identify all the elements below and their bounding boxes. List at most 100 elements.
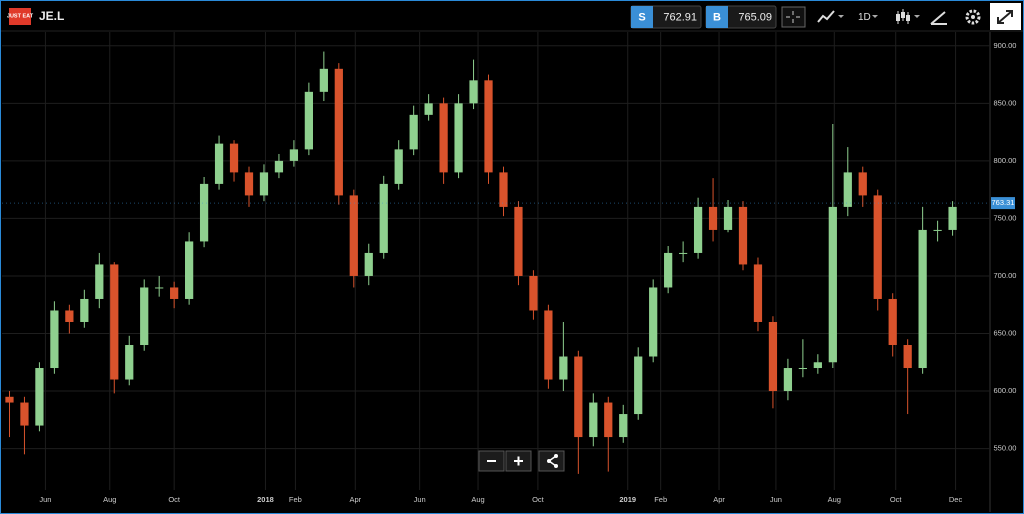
y-tick-label: 900.00: [994, 41, 1017, 50]
dropdown-arrow: [914, 15, 920, 18]
logo: [9, 8, 31, 25]
candle-body: [903, 345, 912, 369]
zoom-in-button[interactable]: [505, 450, 532, 472]
candle-body: [409, 114, 418, 150]
candle-style-button[interactable]: [896, 9, 920, 24]
candle-body: [484, 80, 493, 173]
crosshair-icon: [786, 11, 800, 23]
fullscreen-button[interactable]: [990, 3, 1021, 30]
candle-icon: [901, 12, 905, 18]
candle-body: [20, 402, 29, 426]
candle-body: [529, 275, 538, 311]
x-tick-label: Apr: [713, 495, 725, 504]
sell-label: S: [638, 11, 645, 23]
y-tick-label: 600.00: [994, 386, 1017, 395]
zoom-out-button[interactable]: [478, 450, 505, 472]
candle-body: [334, 68, 343, 196]
candle-body: [619, 414, 628, 438]
candle-body: [933, 229, 942, 231]
x-tick-label: Apr: [349, 495, 361, 504]
share-button[interactable]: [538, 450, 565, 472]
candle-body: [95, 264, 104, 299]
candle-body: [125, 345, 134, 380]
toolbar: [1, 1, 1023, 31]
draw-button[interactable]: [930, 11, 947, 25]
x-tick-label: 2019: [619, 495, 636, 504]
candle-body: [589, 402, 598, 438]
settings-button[interactable]: [965, 9, 981, 25]
buy-price: 765.09: [738, 11, 772, 23]
timeframe-button[interactable]: 1D: [858, 12, 878, 23]
candle-body: [229, 143, 239, 173]
y-tick-label: 750.00: [994, 213, 1017, 222]
candle-body: [110, 264, 119, 380]
candle-body: [379, 183, 388, 253]
fullscreen-icon: [997, 10, 1013, 24]
buy-button[interactable]: B 765.09: [705, 5, 777, 29]
last-price-tag: [991, 197, 1015, 210]
chart-type-button[interactable]: [817, 10, 844, 23]
candle-body: [783, 368, 793, 392]
sell-button[interactable]: S 762.91: [630, 5, 702, 29]
candle-body: [454, 103, 463, 173]
candle-body: [304, 91, 313, 150]
x-tick-label: Jun: [414, 495, 426, 504]
candle-body: [155, 287, 164, 289]
candle-body: [214, 143, 224, 184]
x-tick-label: Aug: [471, 495, 484, 504]
candle-body: [364, 252, 373, 276]
candle-body: [559, 356, 568, 380]
candle-body: [873, 195, 882, 299]
candle-body: [664, 252, 673, 288]
candle-body: [469, 80, 478, 104]
candle-body: [813, 362, 822, 369]
plus-icon: [514, 456, 523, 466]
candle-body: [35, 368, 44, 426]
candle-body: [244, 172, 254, 196]
x-tick-label: Oct: [168, 495, 181, 504]
x-tick-label: Oct: [532, 495, 545, 504]
candle-body: [289, 149, 299, 161]
buy-tag: [706, 6, 728, 28]
dropdown-arrow: [838, 15, 844, 18]
symbol: JE.L: [39, 9, 64, 23]
x-tick-label: 2018: [257, 495, 274, 504]
candle-body: [394, 149, 403, 184]
candle-body: [199, 183, 209, 242]
candle-body: [649, 287, 658, 357]
y-tick-label: 700.00: [994, 271, 1017, 280]
candle-body: [723, 206, 733, 230]
x-tick-label: Feb: [654, 495, 667, 504]
candle-body: [768, 321, 778, 392]
x-tick-label: Jun: [39, 495, 51, 504]
candle-body: [634, 356, 643, 415]
candle-body: [604, 402, 613, 438]
candle-body: [544, 310, 553, 380]
candle-body: [888, 298, 897, 346]
crosshair-button[interactable]: [781, 6, 806, 28]
sell-tag: [631, 6, 653, 28]
candle-body: [499, 172, 508, 207]
candle-icon: [906, 15, 910, 21]
candle-body: [693, 206, 703, 253]
candle-body: [679, 252, 688, 254]
candle-body: [65, 310, 74, 322]
candle-body: [948, 206, 957, 230]
candle-body: [708, 206, 718, 230]
candle-body: [170, 287, 179, 299]
candle-body: [319, 68, 328, 92]
y-tick-label: 650.00: [994, 328, 1017, 337]
share-dot: [547, 459, 551, 463]
plot: 550.00 600.00 650.00 700.00 750.00 800.00 850.…: [2, 32, 1016, 512]
candle-body: [50, 310, 59, 369]
candle-body: [424, 103, 433, 115]
logo-text: JUST EAT: [7, 13, 34, 19]
x-tick-label: Dec: [949, 495, 963, 504]
x-tick-label: Jun: [770, 495, 782, 504]
y-tick-label: 850.00: [994, 98, 1017, 107]
candle-icon: [896, 14, 900, 21]
gear-hub: [971, 15, 975, 19]
candle-body: [349, 195, 358, 276]
